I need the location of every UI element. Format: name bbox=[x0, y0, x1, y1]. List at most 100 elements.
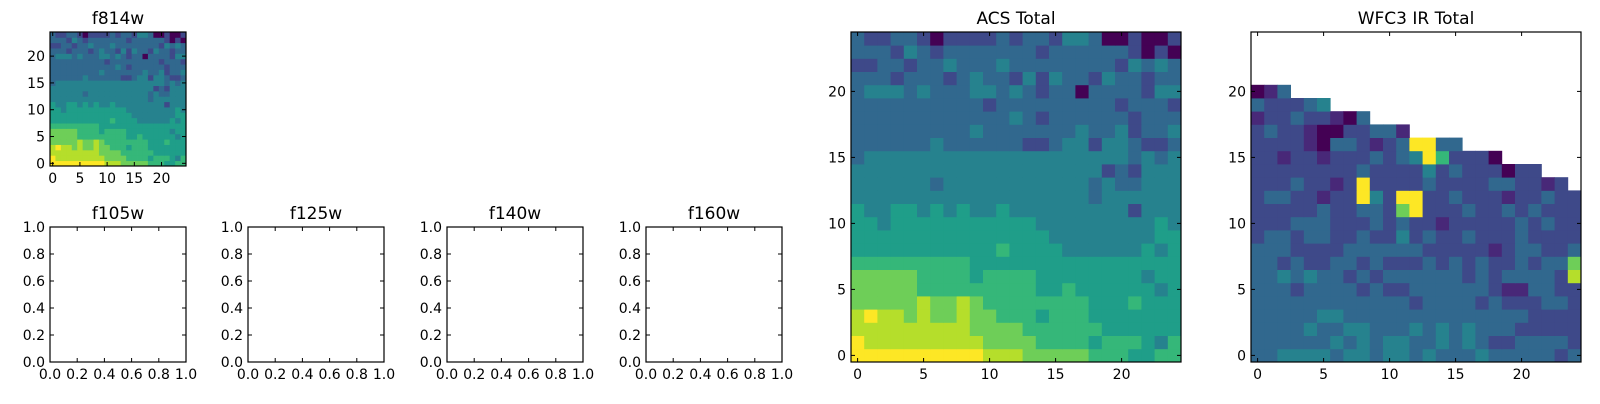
heatmap-cell bbox=[137, 37, 143, 44]
heatmap-cell bbox=[1141, 296, 1155, 310]
heatmap-cell bbox=[1167, 335, 1182, 350]
heatmap-cell bbox=[158, 74, 165, 81]
x-tick-label: 0 bbox=[48, 171, 57, 187]
heatmap-cell bbox=[1343, 243, 1357, 257]
heatmap-cell bbox=[1409, 348, 1423, 363]
heatmap-cell bbox=[930, 164, 944, 178]
heatmap-cell bbox=[903, 322, 918, 336]
heatmap-cell bbox=[71, 101, 78, 108]
heatmap-cell bbox=[1462, 322, 1476, 336]
heatmap-cell bbox=[930, 58, 944, 72]
heatmap-cell bbox=[1128, 282, 1142, 297]
heatmap-cell bbox=[1515, 296, 1529, 310]
heatmap-cell bbox=[1115, 230, 1129, 244]
heatmap-cell bbox=[1449, 322, 1463, 336]
heatmap-cell bbox=[1075, 177, 1089, 191]
heatmap-cell bbox=[1488, 150, 1503, 165]
heatmap-cell bbox=[917, 150, 931, 165]
heatmap-cell bbox=[1422, 322, 1437, 336]
heatmap-cell bbox=[1009, 32, 1023, 46]
x-tick-label: 0.0 bbox=[39, 367, 61, 383]
heatmap-cell bbox=[1396, 309, 1410, 323]
heatmap-cell bbox=[1009, 243, 1023, 257]
heatmap-cell bbox=[969, 71, 984, 86]
heatmap-cell bbox=[93, 149, 100, 156]
heatmap-cell bbox=[109, 112, 116, 119]
heatmap-cell bbox=[180, 42, 187, 49]
heatmap-cell bbox=[1554, 269, 1569, 284]
heatmap-cell bbox=[851, 309, 865, 323]
heatmap-cell bbox=[77, 69, 84, 76]
heatmap-cell bbox=[55, 101, 62, 108]
heatmap-cell bbox=[131, 117, 138, 124]
heatmap-cell bbox=[1062, 71, 1076, 86]
heatmap-cell bbox=[956, 58, 971, 72]
heatmap-cell bbox=[1088, 177, 1103, 191]
heatmap-cell bbox=[1383, 203, 1397, 218]
heatmap-cell bbox=[1075, 150, 1089, 165]
heatmap-cell bbox=[969, 150, 984, 165]
heatmap-cell bbox=[930, 150, 944, 165]
heatmap-cell bbox=[864, 243, 878, 257]
heatmap-cell bbox=[77, 144, 84, 151]
heatmap-cell bbox=[93, 123, 100, 129]
heatmap-cell bbox=[1462, 348, 1476, 363]
heatmap-cell bbox=[1330, 296, 1344, 310]
heatmap-cell bbox=[147, 58, 154, 65]
heatmap-cell bbox=[158, 64, 165, 70]
heatmap-cell bbox=[1396, 177, 1410, 191]
heatmap-cell bbox=[55, 37, 62, 44]
heatmap-cell bbox=[71, 48, 78, 54]
heatmap-cell bbox=[1475, 216, 1489, 231]
heatmap-cell bbox=[1115, 348, 1129, 363]
heatmap-cell bbox=[877, 309, 891, 323]
heatmap-cell bbox=[1277, 322, 1291, 336]
y-tick-label: 0 bbox=[837, 348, 846, 364]
heatmap-cell bbox=[1409, 177, 1423, 191]
heatmap-cell bbox=[104, 149, 111, 156]
heatmap-cell bbox=[1075, 243, 1089, 257]
heatmap-cell bbox=[1009, 84, 1023, 99]
heatmap-cell bbox=[82, 53, 89, 60]
heatmap-cell bbox=[1022, 124, 1037, 138]
heatmap-cell bbox=[55, 107, 62, 113]
heatmap-cell bbox=[930, 216, 944, 231]
heatmap-cell bbox=[1383, 269, 1397, 284]
heatmap-cell bbox=[1277, 256, 1291, 270]
heatmap-cell bbox=[1435, 216, 1450, 231]
heatmap-cell bbox=[1317, 282, 1331, 297]
heatmap-cell bbox=[1554, 296, 1569, 310]
heatmap-cell bbox=[82, 117, 89, 124]
heatmap-cell bbox=[864, 177, 878, 191]
y-tick-label: 1.0 bbox=[23, 220, 45, 236]
heatmap-cell bbox=[969, 32, 984, 46]
heatmap-cell bbox=[1088, 296, 1103, 310]
heatmap-cell bbox=[890, 124, 905, 138]
heatmap-cell bbox=[180, 117, 187, 124]
heatmap-cell bbox=[996, 32, 1010, 46]
heatmap-cell bbox=[164, 85, 171, 92]
heatmap-cell bbox=[996, 137, 1010, 152]
heatmap-cell bbox=[1022, 150, 1037, 165]
heatmap-cell bbox=[1383, 177, 1397, 191]
heatmap-cell bbox=[131, 80, 138, 86]
heatmap-cell bbox=[164, 144, 171, 151]
heatmap-cell bbox=[120, 64, 127, 70]
heatmap-cell bbox=[930, 98, 944, 112]
heatmap-cell bbox=[903, 203, 918, 218]
heatmap-cell bbox=[66, 139, 73, 145]
heatmap-cell bbox=[93, 128, 100, 135]
heatmap-cell bbox=[55, 133, 62, 140]
heatmap-cell bbox=[60, 53, 67, 60]
heatmap-cell bbox=[98, 32, 105, 38]
heatmap-cell bbox=[120, 112, 127, 119]
heatmap-cell bbox=[1303, 348, 1318, 363]
axes-frame bbox=[645, 226, 783, 363]
heatmap-cell bbox=[120, 80, 127, 86]
heatmap-cell bbox=[82, 42, 89, 49]
heatmap-cell bbox=[55, 112, 62, 119]
heatmap-cell bbox=[115, 42, 122, 49]
heatmap-cell bbox=[890, 111, 905, 125]
heatmap-cell bbox=[1369, 348, 1384, 363]
